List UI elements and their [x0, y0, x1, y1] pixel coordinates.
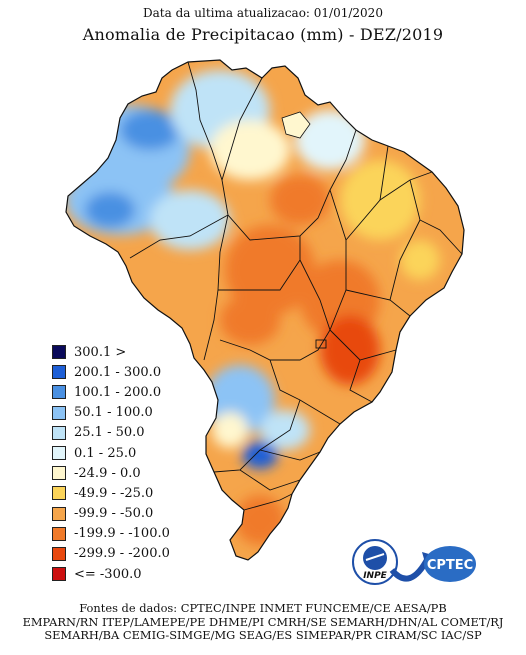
legend-item: 25.1 - 50.0: [52, 423, 170, 443]
legend: 300.1 > 200.1 - 300.0 100.1 - 200.0 50.1 - …: [52, 342, 170, 584]
cptec-logo: CPTEC: [389, 546, 476, 582]
legend-item: 50.1 - 100.0: [52, 403, 170, 423]
legend-label: 50.1 - 100.0: [74, 405, 153, 421]
legend-swatch: [52, 567, 66, 582]
legend-label: -49.9 - -25.0: [74, 485, 154, 501]
legend-swatch: [52, 526, 66, 541]
legend-item: 200.1 - 300.0: [52, 362, 170, 382]
legend-label: -299.9 - -200.0: [74, 546, 170, 562]
inpe-logo: INPE: [352, 539, 398, 585]
sources-line-1: Fontes de dados: CPTEC/INPE INMET FUNCEM…: [79, 601, 447, 615]
legend-label: -199.9 - -100.0: [74, 526, 170, 542]
legend-item: 100.1 - 200.0: [52, 382, 170, 402]
legend-swatch: [52, 486, 66, 501]
legend-swatch: [52, 345, 66, 360]
legend-label: <= -300.0: [74, 566, 142, 582]
legend-item: <= -300.0: [52, 564, 170, 584]
data-sources: Fontes de dados: CPTEC/INPE INMET FUNCEM…: [0, 601, 526, 643]
legend-item: -24.9 - 0.0: [52, 463, 170, 483]
legend-swatch: [52, 405, 66, 420]
legend-label: 25.1 - 50.0: [74, 425, 145, 441]
sources-line-3: SEMARH/BA CEMIG-SIMGE/MG SEAG/ES SIMEPAR…: [44, 628, 482, 643]
legend-label: 200.1 - 300.0: [74, 364, 162, 380]
last-update-text: Data da ultima atualizacao: 01/01/2020: [143, 6, 383, 20]
state-borders: [65, 59, 465, 561]
map-title: Anomalia de Precipitacao (mm) - DEZ/2019: [82, 25, 444, 44]
legend-item: 300.1 >: [52, 342, 170, 362]
cptec-logo-text: CPTEC: [427, 558, 473, 573]
legend-swatch: [52, 466, 66, 481]
logos: INPE CPTEC: [352, 539, 476, 585]
legend-item: -99.9 - -50.0: [52, 504, 170, 524]
legend-item: 0.1 - 25.0: [52, 443, 170, 463]
legend-swatch: [52, 385, 66, 400]
sources-line-2: EMPARN/RN ITEP/LAMEPE/PE DHME/PI CMRH/SE…: [22, 614, 504, 629]
legend-swatch: [52, 365, 66, 380]
inpe-logo-text: INPE: [363, 571, 387, 581]
legend-item: -299.9 - -200.0: [52, 544, 170, 564]
legend-label: 0.1 - 25.0: [74, 445, 137, 461]
legend-swatch: [52, 425, 66, 440]
legend-label: -24.9 - 0.0: [74, 465, 141, 481]
island-marajo: [281, 111, 311, 139]
legend-item: -199.9 - -100.0: [52, 524, 170, 544]
legend-item: -49.9 - -25.0: [52, 483, 170, 503]
legend-swatch: [52, 546, 66, 561]
legend-label: 300.1 >: [74, 344, 127, 360]
legend-label: -99.9 - -50.0: [74, 506, 154, 522]
legend-swatch: [52, 446, 66, 461]
legend-swatch: [52, 506, 66, 521]
legend-label: 100.1 - 200.0: [74, 384, 162, 400]
